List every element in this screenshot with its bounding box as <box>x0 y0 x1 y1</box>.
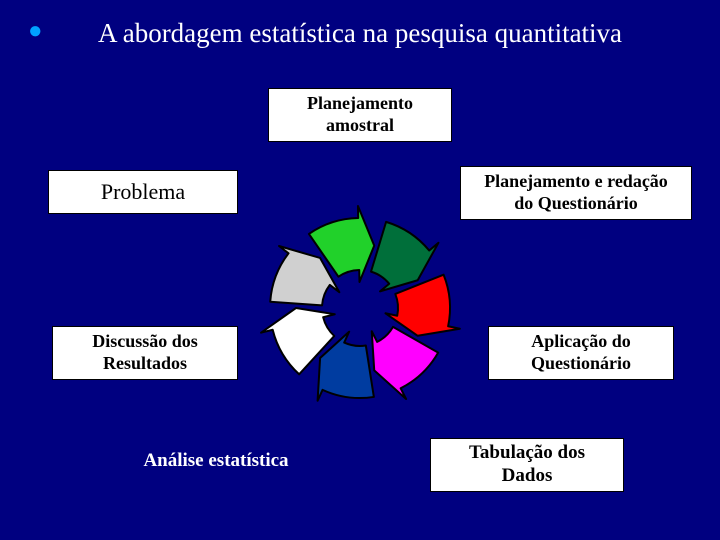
box-discussao-resultados: Discussão dos Resultados <box>52 326 238 380</box>
label-analise-estatistica: Análise estatística <box>118 450 314 494</box>
box-problema: Problema <box>48 170 238 214</box>
box-aplicacao-questionario: Aplicação do Questionário <box>488 326 674 380</box>
title-bullet-icon: ● <box>28 18 43 45</box>
box-planejamento-redacao: Planejamento e redação do Questionário <box>460 166 692 220</box>
slide-title: A abordagem estatística na pesquisa quan… <box>0 18 720 49</box>
cycle-arrows-icon <box>240 188 480 428</box>
box-planejamento-amostral: Planejamento amostral <box>268 88 452 142</box>
box-tabulacao-dados: Tabulação dos Dados <box>430 438 624 492</box>
